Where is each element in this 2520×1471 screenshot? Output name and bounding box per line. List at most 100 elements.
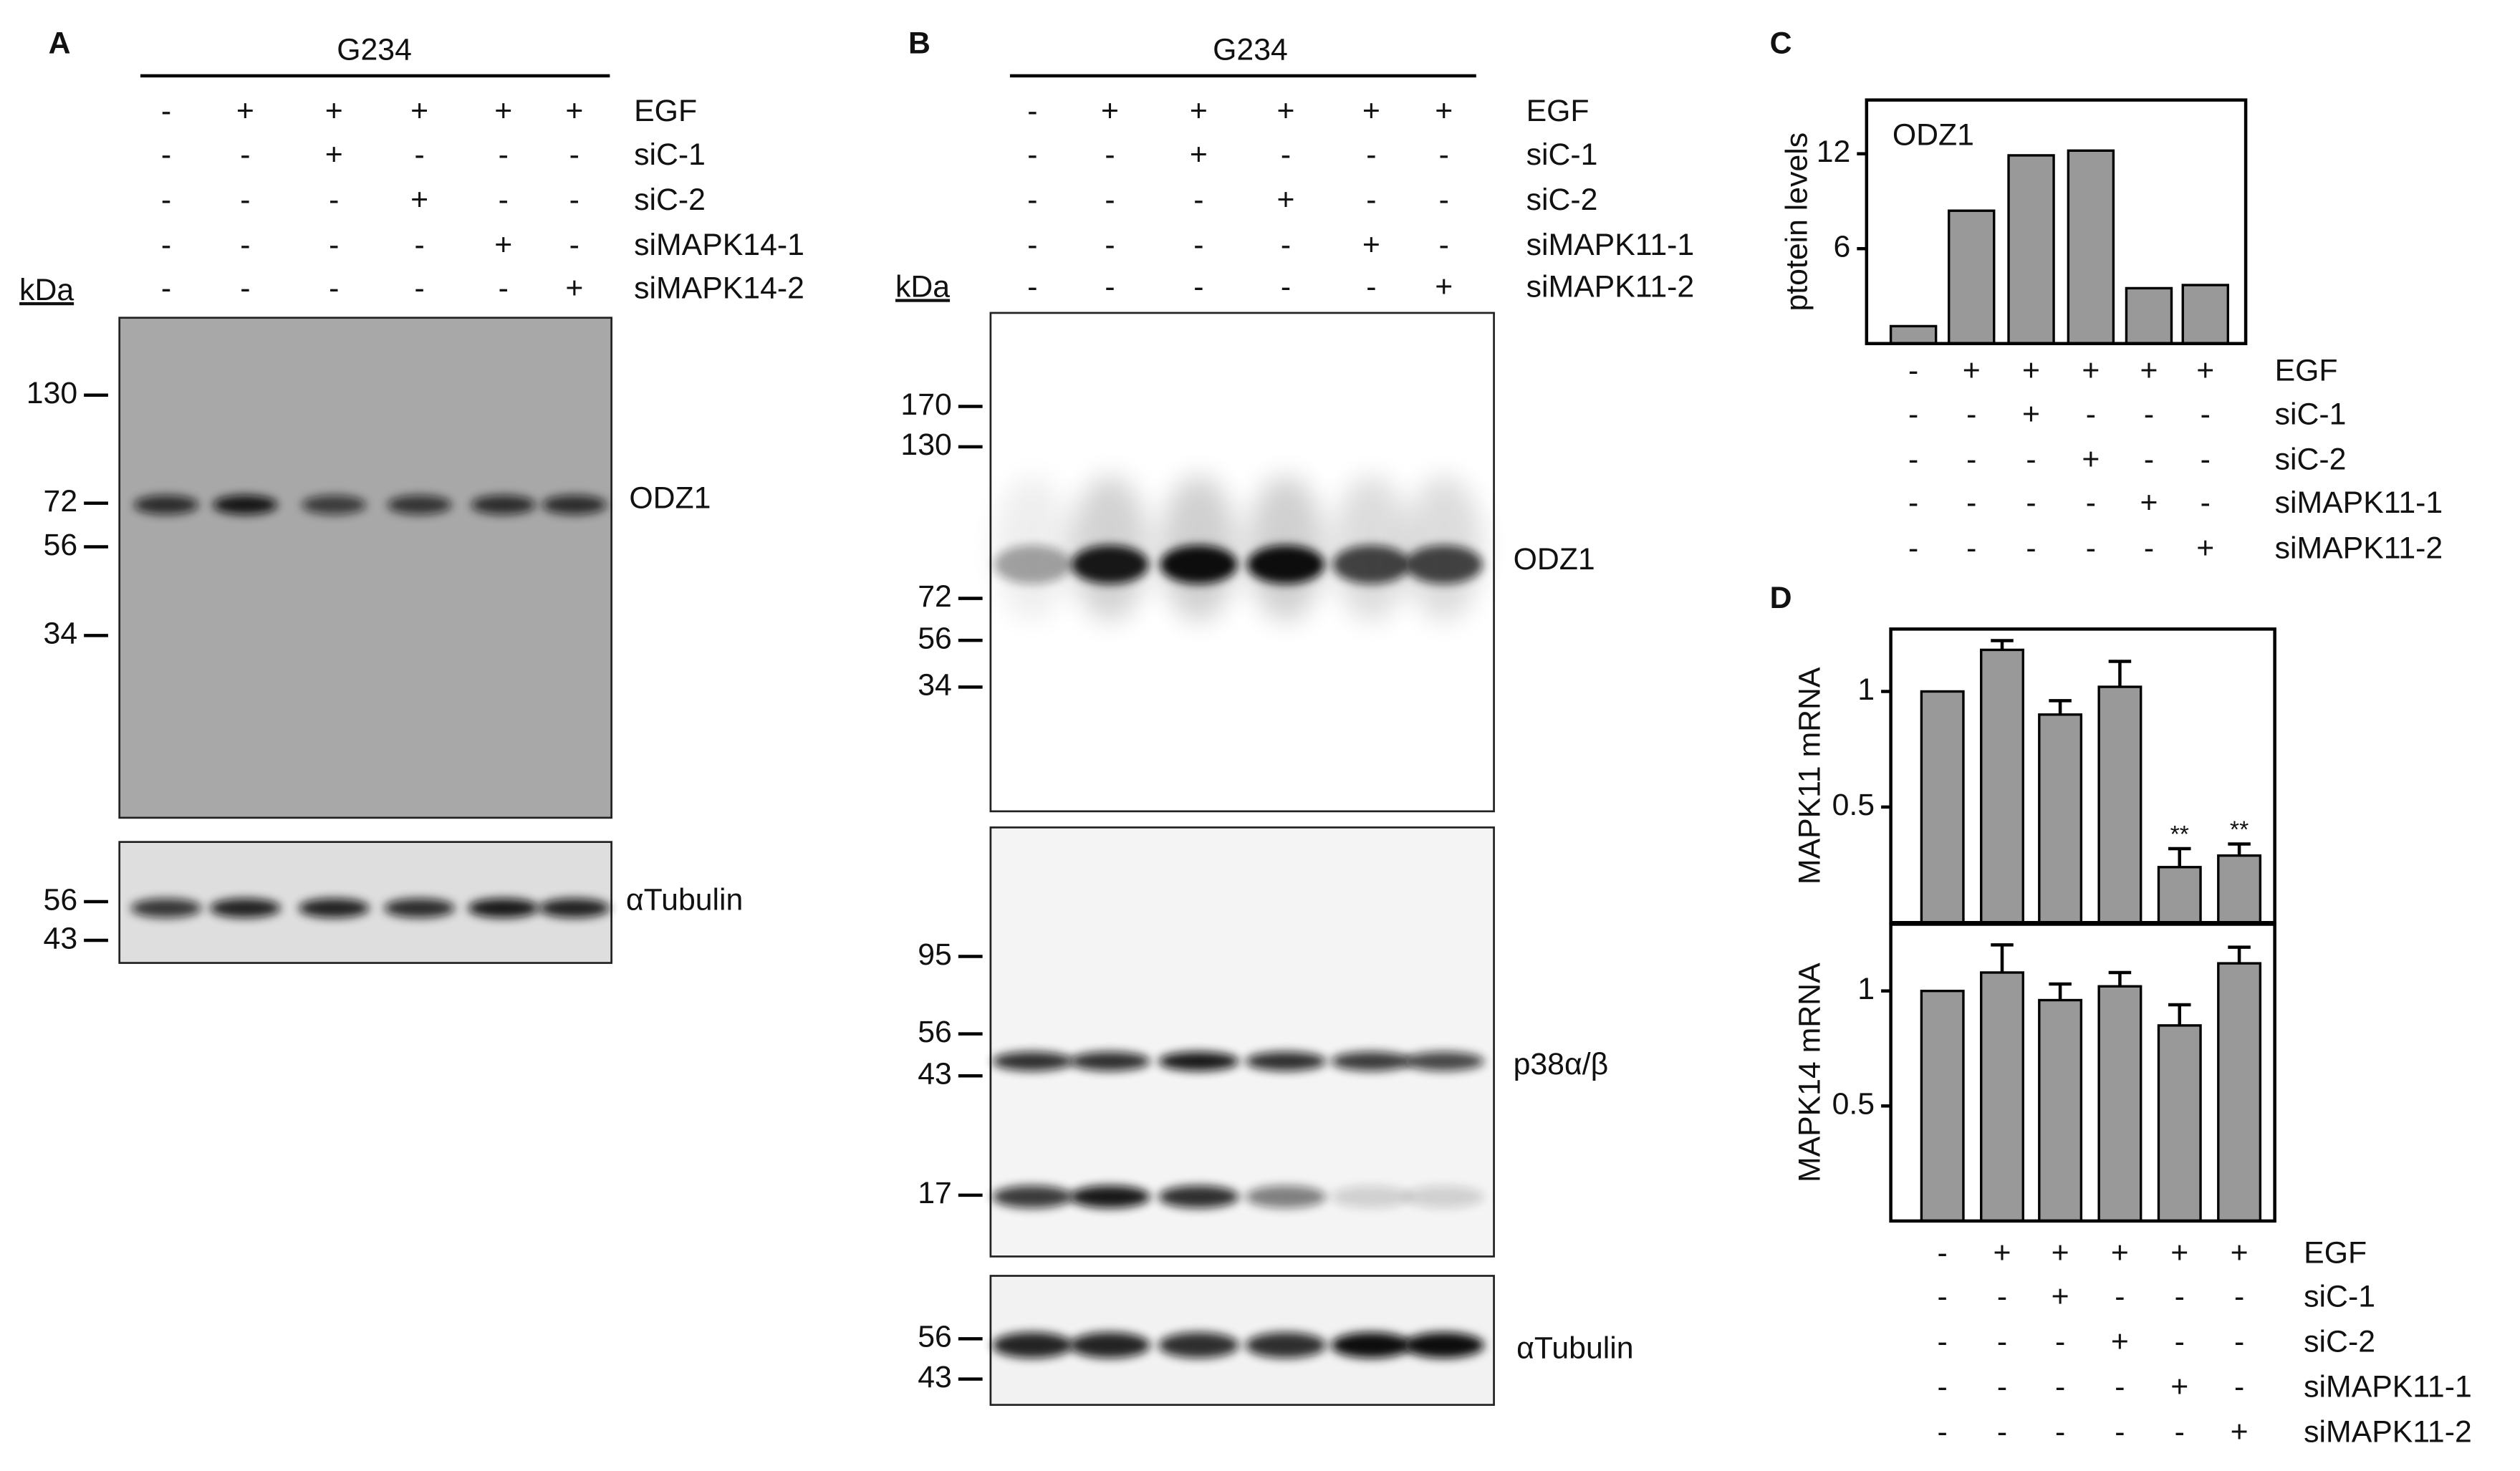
bar (2007, 154, 2055, 345)
marker-label: 34 (918, 668, 952, 703)
treatment-sign: - (1366, 138, 1376, 172)
treatment-name: siMAPK11-2 (2275, 531, 2443, 565)
treatment-sign: + (1435, 269, 1453, 304)
marker-label: 72 (44, 484, 78, 519)
band (1405, 545, 1483, 584)
kda-label: kDa (19, 273, 74, 307)
panel-label: C (1770, 26, 1792, 60)
bar (2125, 286, 2173, 345)
band (1069, 1051, 1150, 1071)
band (1403, 1051, 1485, 1071)
chart-title: ODZ1 (1893, 118, 1974, 153)
band (298, 898, 370, 918)
band (539, 898, 610, 918)
treatment-sign: - (2055, 1324, 2065, 1359)
treatment-sign: - (1966, 486, 1976, 520)
band (1403, 1185, 1485, 1208)
band (1158, 1332, 1239, 1359)
treatment-sign: + (1362, 228, 1380, 262)
treatment-sign: - (1439, 228, 1449, 262)
marker-label: 56 (918, 1015, 952, 1049)
marker-label: 95 (918, 937, 952, 972)
treatment-sign: + (2196, 354, 2214, 388)
treatment-sign: - (161, 138, 171, 172)
bar (2097, 685, 2143, 924)
treatment-name: siMAPK11-2 (2304, 1414, 2472, 1449)
treatment-sign: + (2052, 1236, 2069, 1270)
treatment-sign: + (410, 183, 428, 217)
treatment-sign: + (1277, 183, 1295, 217)
treatment-sign: + (325, 94, 343, 128)
treatment-sign: + (236, 94, 254, 128)
treatment-sign: + (2022, 397, 2040, 431)
treatment-sign: - (1027, 269, 1037, 304)
treatment-name: EGF (2275, 354, 2338, 388)
treatment-sign: - (2201, 442, 2211, 476)
band (213, 495, 278, 515)
band (992, 1332, 1073, 1359)
treatment-sign: - (1966, 442, 1976, 476)
treatment-sign: + (565, 94, 583, 128)
error-bar (2168, 847, 2191, 867)
band (1071, 545, 1149, 584)
band (384, 898, 456, 918)
treatment-sign: - (1997, 1369, 2007, 1404)
treatment-sign: + (2082, 354, 2100, 388)
y-tick-label: 0.5 (1832, 1087, 1875, 1122)
band (1158, 1185, 1239, 1208)
treatment-sign: - (2086, 531, 2096, 565)
blot-bands (992, 1332, 1485, 1359)
treatment-sign: - (1908, 531, 1918, 565)
treatment-sign: + (2231, 1414, 2249, 1449)
y-tick-label: 12 (1817, 135, 1851, 169)
treatment-name: siC-1 (2304, 1279, 2375, 1313)
blot-name: αTubulin (1516, 1331, 1633, 1365)
bar (2157, 866, 2202, 924)
treatment-sign: - (1938, 1414, 1948, 1449)
treatment-sign: - (2055, 1369, 2065, 1404)
marker-label: 56 (918, 1320, 952, 1354)
band (1331, 1051, 1412, 1071)
treatment-sign: - (1281, 269, 1291, 304)
treatment-name: siC-2 (1526, 183, 1598, 217)
treatment-sign: - (499, 271, 509, 306)
treatment-sign: - (414, 228, 424, 262)
marker-label: 56 (44, 882, 78, 917)
y-tick-label: 1 (1857, 672, 1875, 707)
treatment-sign: + (2140, 486, 2158, 520)
treatment-sign: - (1193, 269, 1203, 304)
treatment-sign: + (2170, 1236, 2188, 1270)
treatment-sign: - (2086, 486, 2096, 520)
treatment-sign: - (2175, 1324, 2185, 1359)
marker-label: 56 (44, 528, 78, 562)
treatment-sign: + (1435, 94, 1453, 128)
treatment-sign: - (1027, 228, 1037, 262)
treatment-sign: - (569, 183, 579, 217)
treatment-sign: - (1439, 183, 1449, 217)
treatment-sign: + (2140, 354, 2158, 388)
treatment-sign: + (325, 138, 343, 172)
treatment-sign: - (2115, 1414, 2125, 1449)
error-bar (1991, 639, 2014, 650)
error-bar (2108, 660, 2132, 688)
y-axis-label: MAPK11 mRNA (1793, 667, 1827, 884)
blot-bands (133, 495, 607, 515)
treatment-sign: + (494, 94, 512, 128)
treatment-name: siC-2 (634, 183, 706, 217)
band (302, 495, 367, 515)
y-axis-label: MAPK14 mRNA (1793, 963, 1827, 1182)
band (1332, 545, 1410, 584)
band (1403, 1332, 1485, 1359)
treatment-sign: - (329, 228, 339, 262)
treatment-sign: - (499, 138, 509, 172)
significance: ** (2230, 816, 2249, 843)
treatment-sign: - (2144, 531, 2154, 565)
blot-image (118, 317, 612, 819)
treatment-sign: + (1994, 1236, 2011, 1270)
y-tick-label: 6 (1834, 230, 1851, 264)
treatment-sign: - (414, 138, 424, 172)
band (542, 495, 607, 515)
band (992, 1185, 1073, 1208)
treatment-sign: - (1281, 228, 1291, 262)
